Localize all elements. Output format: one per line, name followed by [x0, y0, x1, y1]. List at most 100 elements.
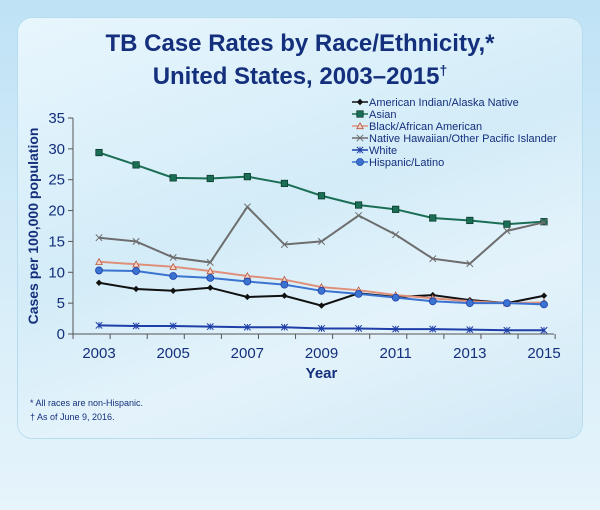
data-point	[132, 267, 140, 275]
data-point	[95, 279, 103, 286]
data-point	[95, 266, 103, 275]
data-point	[243, 173, 251, 181]
data-point	[392, 205, 400, 213]
data-point	[132, 260, 140, 268]
y-tick-label: 30	[48, 141, 65, 158]
y-tick-label: 20	[48, 203, 65, 220]
data-point	[466, 216, 474, 225]
legend-marker	[356, 98, 364, 106]
data-point	[169, 262, 178, 270]
data-point	[95, 234, 103, 242]
data-point	[132, 285, 140, 293]
title-line-1: TB Case Rates by Race/Ethnicity,*	[105, 30, 495, 57]
data-point	[169, 287, 177, 294]
data-point	[95, 257, 103, 265]
data-point	[317, 286, 326, 295]
legend-marker	[356, 134, 364, 142]
data-point	[206, 174, 214, 183]
title-line-2-text: United States, 2003–2015	[152, 63, 440, 90]
data-point	[243, 323, 251, 331]
data-point	[391, 293, 400, 302]
legend-marker	[356, 121, 364, 130]
data-point	[206, 258, 214, 266]
legend-label: American Indian/Alaska Native	[369, 97, 519, 109]
data-point	[317, 192, 326, 200]
data-point	[540, 326, 548, 334]
data-point	[466, 260, 474, 268]
legend-label: White	[369, 145, 397, 157]
legend-marker	[356, 110, 364, 118]
data-point	[429, 214, 437, 222]
legend-marker	[356, 146, 364, 154]
data-point	[280, 323, 288, 331]
title-line-2: United States, 2003–2015†	[0, 57, 600, 90]
legend-marker	[356, 158, 364, 166]
legend-label: Asian	[369, 109, 397, 121]
data-point	[243, 277, 252, 286]
data-point	[95, 148, 103, 157]
x-tick-label: 2011	[380, 345, 412, 362]
data-point	[428, 297, 437, 306]
y-tick-label: 35	[48, 110, 65, 127]
chart-title: TB Case Rates by Race/Ethnicity,* United…	[0, 30, 600, 90]
data-point	[95, 321, 103, 329]
data-point	[503, 220, 511, 228]
data-point	[243, 203, 251, 211]
data-point	[244, 293, 251, 301]
series-line	[98, 151, 545, 226]
data-point	[317, 324, 326, 332]
x-axis-label: Year	[306, 365, 338, 382]
data-point	[540, 292, 548, 299]
data-point	[280, 240, 288, 249]
data-point	[280, 179, 289, 188]
data-point	[206, 273, 215, 282]
data-point	[429, 255, 437, 263]
legend-label: Hispanic/Latino	[369, 157, 444, 169]
data-point	[169, 272, 178, 280]
y-tick-label: 15	[48, 233, 65, 250]
data-point	[465, 299, 474, 308]
x-tick-label: 2003	[82, 345, 115, 362]
x-tick-label: 2005	[156, 345, 189, 362]
footnote-1: * All races are non-Hispanic.	[30, 398, 144, 408]
legend-label: Black/African American	[369, 121, 482, 133]
data-point	[169, 322, 177, 330]
data-point	[206, 267, 215, 275]
chart-panel	[18, 18, 582, 438]
data-point	[132, 237, 140, 245]
y-tick-label: 25	[48, 172, 65, 189]
data-point	[281, 292, 288, 299]
data-point	[132, 161, 140, 169]
data-point	[355, 211, 363, 220]
data-point	[540, 300, 548, 309]
y-tick-label: 0	[57, 326, 65, 343]
data-point	[354, 289, 363, 298]
data-point	[169, 253, 177, 262]
title-dagger: †	[439, 62, 448, 78]
data-point	[317, 237, 326, 245]
data-point	[280, 280, 289, 289]
x-tick-label: 2015	[527, 345, 560, 362]
x-tick-label: 2007	[231, 345, 264, 362]
data-point	[318, 302, 325, 309]
series-line	[98, 260, 545, 305]
data-point	[355, 324, 363, 332]
data-point	[503, 299, 511, 308]
data-point	[540, 218, 548, 226]
data-point	[132, 322, 140, 330]
x-tick-label: 2009	[305, 345, 338, 362]
data-point	[354, 201, 363, 209]
data-point	[207, 284, 214, 291]
series-line	[98, 205, 545, 265]
data-point	[503, 227, 511, 235]
y-axis-label: Cases per 100,000 population	[25, 128, 41, 325]
data-point	[429, 325, 437, 333]
footnote-2: † As of June 9, 2016.	[30, 412, 115, 422]
y-tick-label: 5	[57, 295, 65, 312]
x-tick-label: 2013	[453, 345, 486, 362]
legend-label: Native Hawaiian/Other Pacific Islander	[369, 133, 557, 145]
y-tick-label: 10	[48, 264, 65, 281]
data-point	[503, 326, 511, 334]
data-point	[392, 325, 400, 333]
